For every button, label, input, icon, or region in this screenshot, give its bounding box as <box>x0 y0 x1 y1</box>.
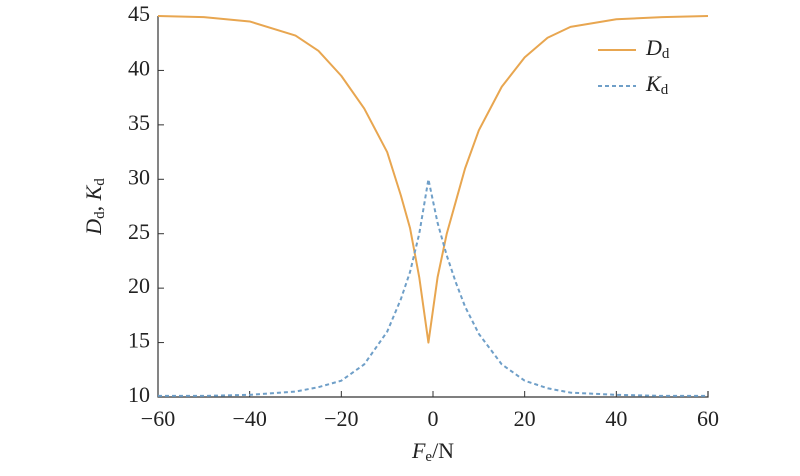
series-line <box>157 15 709 344</box>
x-tick-label: 40 <box>605 406 627 431</box>
x-tick-label: −40 <box>232 406 266 431</box>
x-tick-label: −20 <box>324 406 358 431</box>
y-tick-label: 10 <box>128 382 150 407</box>
label-part: F <box>411 438 426 463</box>
x-axis-label: Fe/N <box>411 438 454 465</box>
legend-label: Kd <box>645 71 669 98</box>
y-tick-label: 15 <box>128 328 150 353</box>
x-tick-label: 0 <box>428 406 439 431</box>
label-part: e <box>425 449 432 465</box>
label-part: d <box>92 178 108 186</box>
label-part: D <box>81 219 106 236</box>
y-tick-label: 35 <box>128 110 150 135</box>
y-tick-label: 20 <box>128 273 150 298</box>
series-line <box>158 178 708 397</box>
y-tick-label: 30 <box>128 164 150 189</box>
label-part: K <box>81 184 106 201</box>
label-part: , <box>81 200 106 211</box>
legend-main: D <box>645 35 662 60</box>
legend-label: Dd <box>645 35 670 62</box>
legend-sub: d <box>662 46 670 62</box>
y-tick-label: 25 <box>128 219 150 244</box>
x-tick-label: 20 <box>514 406 536 431</box>
y-tick-label: 40 <box>128 55 150 80</box>
legend-sub: d <box>661 82 669 98</box>
label-part: /N <box>432 438 454 463</box>
x-tick-label: 60 <box>697 406 719 431</box>
axes <box>157 16 709 398</box>
label-part: d <box>92 211 108 219</box>
y-tick-label: 45 <box>128 1 150 26</box>
legend-main: K <box>645 71 662 96</box>
x-tick-label: −60 <box>141 406 175 431</box>
y-axis-label: Dd, Kd <box>81 178 108 236</box>
